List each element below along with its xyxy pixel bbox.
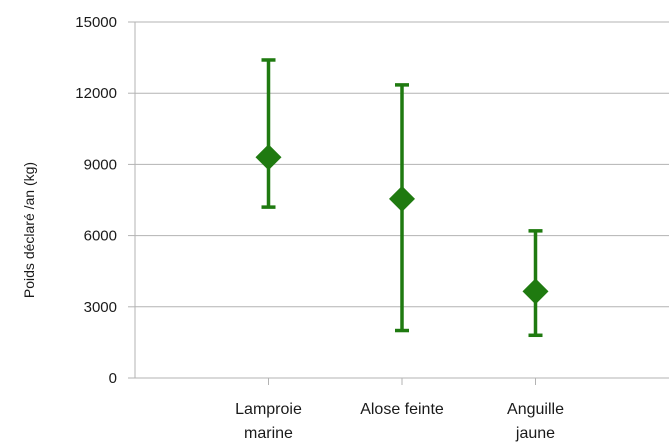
y-axis-title: Poids déclaré /an (kg) [21, 162, 37, 298]
y-tick-label-3000: 3000 [84, 299, 117, 316]
y-tick-label-9000: 9000 [84, 156, 117, 173]
y-tick-label-12000: 12000 [75, 85, 117, 102]
x-category-label: Lamproie [235, 401, 302, 418]
data-point-diamond [522, 278, 549, 305]
data-series [255, 58, 549, 338]
data-point-diamond [389, 185, 415, 212]
y-tick-label-0: 0 [109, 370, 117, 387]
x-category-label: Alose feinte [360, 401, 444, 418]
x-category-labels: Lamproie marine Alose feinte Anguille jaune [235, 401, 564, 442]
axes [128, 21, 669, 385]
y-tick-labels: 0 3000 6000 9000 12000 15000 [75, 14, 117, 387]
x-category-label: jaune [515, 425, 555, 442]
x-category-label: Anguille [507, 401, 564, 418]
y-tick-label-15000: 15000 [75, 14, 117, 31]
x-category-label: marine [244, 425, 293, 442]
y-tick-label-6000: 6000 [84, 228, 117, 245]
data-point-diamond [255, 144, 282, 171]
